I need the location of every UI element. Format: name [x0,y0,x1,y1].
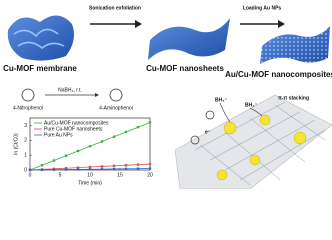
point [52,159,56,162]
point [64,154,68,157]
point [148,167,152,170]
arrow [219,102,231,123]
point [88,168,92,171]
bh4-label: BH₄⁻ [245,102,258,108]
kinetics-chart: 0 5 10 15 20 0 1 2 3 Time (min) ln (Ct/C0) Au/Cu-MO… [13,117,153,186]
molecule [205,110,215,120]
x-tick-label: 20 [147,172,153,178]
product: 4-Aminophenol [99,105,133,111]
legend-label: Au/Cu-MOF nanocomposites [44,120,109,126]
arrow-head [278,20,285,28]
benzene-ring [21,88,35,102]
point [76,168,80,171]
y-tick-label: 2 [24,138,27,144]
arrow [249,107,263,117]
step-label: Sonication exfoliation [89,5,141,11]
legend-label: Pure Cu-MOF nanosheets [44,126,103,132]
molecule [190,135,200,145]
point [88,165,92,169]
graphical-abstract: Cu-MOF membrane Sonication exfoliation C… [3,5,332,189]
au-nps [260,26,330,64]
x-axis-label: Time (min) [78,180,102,186]
point [124,167,128,171]
point [28,168,32,172]
point [100,140,104,143]
point [64,168,68,171]
benzene-ring [109,88,123,102]
y-axis-label: ln (Ct/C0) [13,133,19,155]
y-tick-label: 3 [24,123,27,129]
arrow-head [135,20,142,28]
x-tick-label: 0 [29,172,32,178]
point [112,164,116,168]
y-tick-label: 0 [24,167,27,173]
point [88,145,92,148]
stacking-label: π-π stacking [278,95,309,101]
membrane-texture [13,28,65,49]
point [40,168,44,172]
label: Cu-MOF nanosheets [146,64,224,73]
label: Cu-MOF membrane [3,64,77,73]
point [112,167,116,171]
point [112,135,116,138]
point [136,126,140,129]
point [76,149,80,153]
point [100,165,104,168]
conditions: NaBH₄, r.t. [58,87,82,93]
x-tick-label: 5 [59,172,62,178]
point [124,130,128,134]
membrane-image [7,15,74,61]
electron-label: e⁻ [205,129,211,135]
legend-label: Pure Au NPs [44,132,73,138]
au-particles [216,114,307,181]
point [136,167,140,170]
point [100,167,104,171]
y-tick-label: 1 [24,152,27,158]
x-tick-label: 10 [87,172,93,178]
point [136,163,140,166]
step-label: Loading Au NPs [243,5,282,11]
point [124,164,128,167]
mof-plane [174,94,332,189]
arrow-head [95,93,99,97]
point [64,167,68,170]
point [148,162,152,166]
point [40,164,44,167]
nanosheet-image [148,18,230,60]
x-tick-label: 15 [117,172,123,178]
bh4-label: BH₄⁻ [215,97,228,103]
label: Au/Cu-MOF nanocomposites [225,70,332,79]
reactant: 4-Nitrophenol [13,105,43,111]
point [76,166,80,169]
point [52,168,56,171]
point [148,121,152,124]
